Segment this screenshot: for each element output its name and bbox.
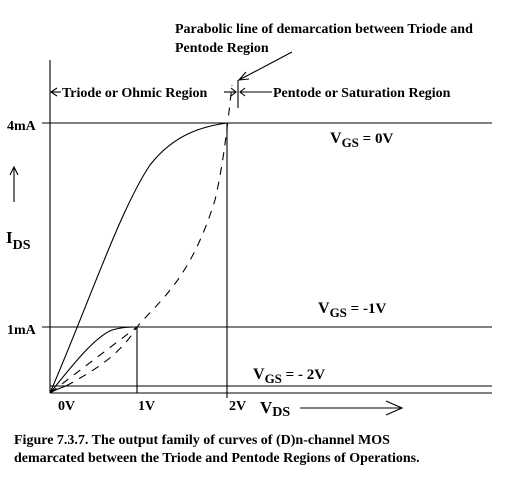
vgs-0-label: VGS = 0V [330, 130, 393, 150]
parabolic-annotation-arrow [238, 51, 293, 81]
triode-left-arrowhead [50, 87, 58, 97]
triode-region-label: Triode or Ohmic Region [62, 86, 208, 101]
pentode-left-arrowhead [239, 87, 246, 97]
x-tick-1v: 1V [138, 399, 155, 414]
x-axis-label: VDS [260, 398, 290, 420]
curve-vgs-0 [49, 122, 228, 394]
y-tick-1ma: 1mA [7, 323, 37, 338]
curve-vgs-minus1 [49, 326, 138, 394]
x-label-arrowhead [385, 400, 404, 416]
parabolic-annotation-arrowhead [237, 71, 250, 81]
y-label-arrowhead [9, 165, 19, 176]
x-axis-label-subscript: DS [272, 405, 290, 420]
pentode-region-label: Pentode or Saturation Region [273, 86, 451, 101]
y-axis-label-subscript: DS [13, 238, 31, 253]
vgs-minus1-label: VGS = -1V [318, 300, 386, 320]
parabolic-demarcation-line [65, 84, 233, 387]
figure-caption-line2: demarcated between the Triode and Pentod… [14, 451, 420, 466]
x-tick-0v: 0V [58, 399, 75, 414]
x-tick-2v: 2V [229, 399, 246, 414]
vgs-minus2-label: VGS = - 2V [253, 366, 325, 386]
y-tick-4ma: 4mA [7, 119, 37, 134]
parabolic-annotation-line2: Pentode Region [175, 41, 269, 56]
figure-caption-line1: Figure 7.3.7. The output family of curve… [14, 433, 390, 448]
y-axis-label: IDS [6, 228, 31, 253]
linear-region-dashed-line [49, 326, 138, 394]
triode-right-arrowhead [230, 87, 237, 97]
parabolic-annotation-line1: Parabolic line of demarcation between Tr… [175, 22, 473, 37]
